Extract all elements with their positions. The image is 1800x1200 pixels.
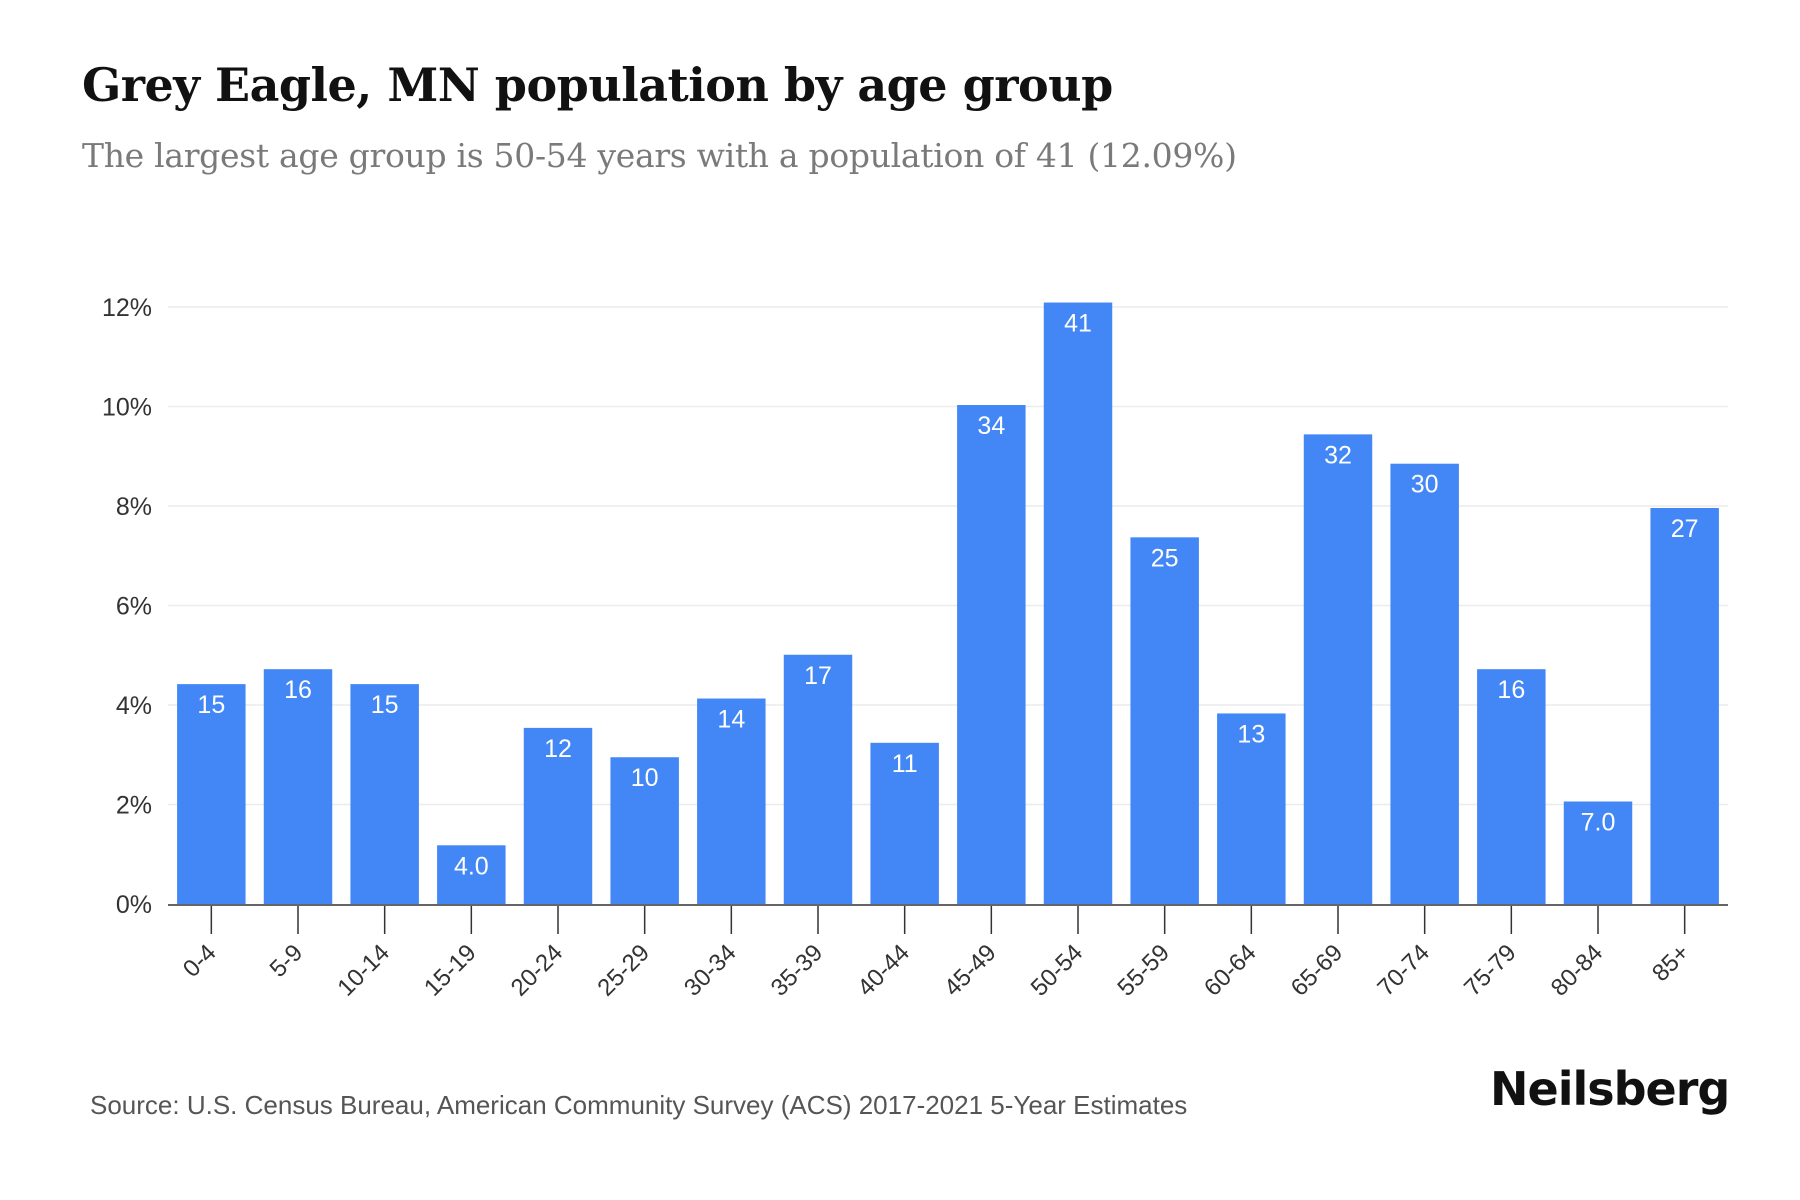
data-labels: 15 16 15 4.0 12 10 14 17 11 34 41 25 13 32 30 16 7.0 27 [197, 310, 1698, 881]
data-label: 10 [631, 764, 659, 792]
x-tick-label: 0-4 [178, 939, 222, 983]
data-label: 16 [284, 676, 312, 704]
bar [870, 742, 939, 904]
y-axis-ticks: 0% 2% 4% 6% 8% 10% 12% [102, 294, 152, 919]
chart-subtitle: The largest age group is 50-54 years wit… [82, 136, 1237, 175]
data-label: 17 [804, 662, 832, 690]
x-tick-label: 80-84 [1546, 939, 1609, 1002]
y-tick-label: 0% [116, 891, 152, 919]
x-tick-label: 5-9 [265, 939, 309, 983]
bar [1477, 669, 1546, 904]
bar [1043, 302, 1113, 905]
bars [177, 302, 1719, 905]
x-tick-label: 60-64 [1199, 939, 1262, 1002]
y-tick-label: 12% [102, 294, 152, 322]
bar [1130, 537, 1199, 904]
y-tick-label: 6% [116, 593, 152, 621]
bar [957, 405, 1026, 904]
bar [1390, 463, 1459, 904]
x-axis-ticks: 0-4 5-9 10-14 15-19 20-24 25-29 30-34 35-39 40-4… [178, 906, 1695, 1002]
data-label: 4.0 [454, 852, 489, 880]
bar [1563, 801, 1633, 904]
chart-title: Grey Eagle, MN population by age group [82, 58, 1113, 112]
data-label: 27 [1671, 515, 1699, 543]
bar [523, 727, 593, 904]
bar [1303, 434, 1373, 904]
y-tick-label: 8% [116, 493, 152, 521]
data-label: 14 [717, 706, 745, 734]
data-label: 15 [197, 691, 225, 719]
bar-chart: 0% 2% 4% 6% 8% 10% 12% 15 16 15 4.0 12 10 14 17 11 34 41… [102, 294, 1728, 1002]
data-label: 15 [371, 691, 399, 719]
data-label: 7.0 [1581, 809, 1616, 837]
source-note: Source: U.S. Census Bureau, American Com… [90, 1090, 1188, 1120]
bar [177, 684, 246, 904]
data-label: 41 [1064, 310, 1092, 338]
bar [697, 698, 766, 904]
x-tick-label: 55-59 [1112, 939, 1175, 1002]
bar [783, 654, 853, 904]
bar [263, 669, 333, 904]
x-tick-label: 70-74 [1372, 939, 1435, 1002]
brand-logo: Neilsberg [1490, 1062, 1730, 1116]
data-label: 30 [1411, 471, 1439, 499]
x-tick-label: 75-79 [1459, 939, 1522, 1002]
data-label: 12 [544, 735, 572, 763]
data-label: 25 [1151, 544, 1179, 572]
x-tick-label: 20-24 [506, 939, 569, 1002]
x-tick-label: 25-29 [592, 939, 655, 1002]
y-tick-label: 4% [116, 692, 152, 720]
x-tick-label: 30-34 [679, 939, 742, 1002]
x-tick-label: 40-44 [852, 939, 915, 1002]
bar [610, 757, 679, 904]
x-tick-label: 35-39 [766, 939, 829, 1002]
gridlines [168, 306, 1728, 806]
y-tick-label: 10% [102, 394, 152, 422]
bar [437, 845, 506, 904]
data-label: 13 [1237, 720, 1265, 748]
data-label: 32 [1324, 441, 1352, 469]
data-label: 11 [892, 750, 918, 778]
bar [1650, 507, 1719, 904]
x-tick-label: 85+ [1647, 939, 1695, 987]
bar [350, 684, 419, 904]
x-tick-label: 10-14 [332, 939, 395, 1002]
data-label: 16 [1497, 676, 1525, 704]
data-label: 34 [977, 412, 1005, 440]
y-tick-label: 2% [116, 792, 152, 820]
bar [1217, 713, 1286, 904]
x-tick-label: 15-19 [419, 939, 482, 1002]
x-tick-label: 65-69 [1286, 939, 1349, 1002]
x-tick-label: 50-54 [1026, 939, 1089, 1002]
x-tick-label: 45-49 [939, 939, 1002, 1002]
